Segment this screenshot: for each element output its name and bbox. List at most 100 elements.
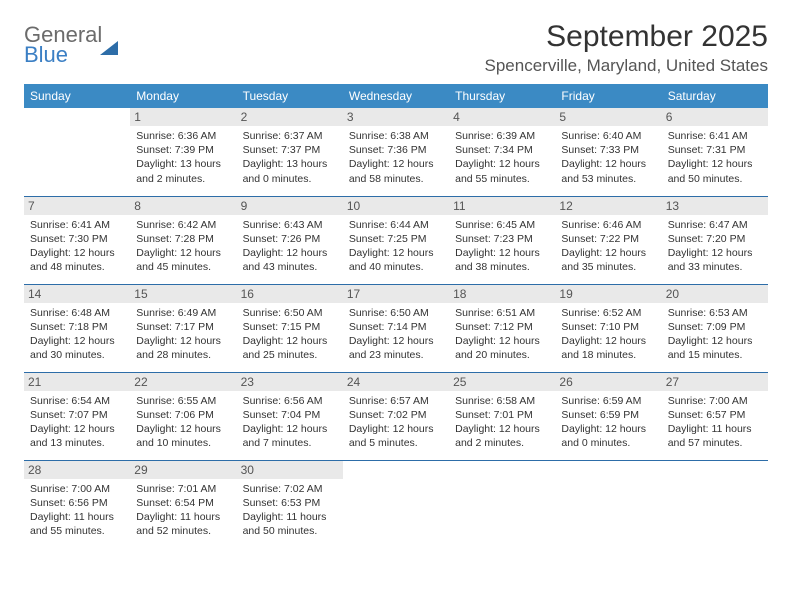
day-number: 15 xyxy=(130,285,236,303)
month-title: September 2025 xyxy=(485,20,768,54)
day-details: Sunrise: 6:58 AMSunset: 7:01 PMDaylight:… xyxy=(455,394,549,451)
day-details: Sunrise: 7:00 AMSunset: 6:57 PMDaylight:… xyxy=(668,394,762,451)
calendar-cell: 23 Sunrise: 6:56 AMSunset: 7:04 PMDayligh… xyxy=(237,372,343,460)
day-details: Sunrise: 6:53 AMSunset: 7:09 PMDaylight:… xyxy=(668,306,762,363)
day-number: 18 xyxy=(449,285,555,303)
day-details: Sunrise: 6:54 AMSunset: 7:07 PMDaylight:… xyxy=(30,394,124,451)
day-details: Sunrise: 6:47 AMSunset: 7:20 PMDaylight:… xyxy=(668,218,762,275)
day-number: 28 xyxy=(24,461,130,479)
day-details: Sunrise: 6:50 AMSunset: 7:15 PMDaylight:… xyxy=(243,306,337,363)
day-number: 14 xyxy=(24,285,130,303)
day-number: 11 xyxy=(449,197,555,215)
day-details: Sunrise: 7:00 AMSunset: 6:56 PMDaylight:… xyxy=(30,482,124,539)
day-number: 6 xyxy=(662,108,768,126)
calendar-cell: 22 Sunrise: 6:55 AMSunset: 7:06 PMDayligh… xyxy=(130,372,236,460)
day-details: Sunrise: 6:51 AMSunset: 7:12 PMDaylight:… xyxy=(455,306,549,363)
calendar-table: SundayMondayTuesdayWednesdayThursdayFrid… xyxy=(24,84,768,548)
title-block: September 2025 Spencerville, Maryland, U… xyxy=(485,20,768,76)
calendar-cell: 2Sunrise: 6:37 AMSunset: 7:37 PMDaylight… xyxy=(237,108,343,196)
logo-text: General Blue xyxy=(24,24,102,66)
calendar-cell xyxy=(662,460,768,548)
day-header: Sunday xyxy=(24,84,130,108)
day-header: Saturday xyxy=(662,84,768,108)
day-number: 26 xyxy=(555,373,661,391)
day-number: 24 xyxy=(343,373,449,391)
calendar-row: 28 Sunrise: 7:00 AMSunset: 6:56 PMDayligh… xyxy=(24,460,768,548)
day-details: Sunrise: 6:59 AMSunset: 6:59 PMDaylight:… xyxy=(561,394,655,451)
day-details: Sunrise: 6:57 AMSunset: 7:02 PMDaylight:… xyxy=(349,394,443,451)
day-details: Sunrise: 6:41 AMSunset: 7:31 PMDaylight:… xyxy=(668,129,762,186)
calendar-cell: 15 Sunrise: 6:49 AMSunset: 7:17 PMDayligh… xyxy=(130,284,236,372)
calendar-cell: 30 Sunrise: 7:02 AMSunset: 6:53 PMDayligh… xyxy=(237,460,343,548)
calendar-cell: 6 Sunrise: 6:41 AMSunset: 7:31 PMDaylight… xyxy=(662,108,768,196)
day-details: Sunrise: 6:44 AMSunset: 7:25 PMDaylight:… xyxy=(349,218,443,275)
day-number: 1 xyxy=(130,108,236,126)
location: Spencerville, Maryland, United States xyxy=(485,56,768,76)
day-number: 8 xyxy=(130,197,236,215)
calendar-cell: 18 Sunrise: 6:51 AMSunset: 7:12 PMDayligh… xyxy=(449,284,555,372)
calendar-cell: 24 Sunrise: 6:57 AMSunset: 7:02 PMDayligh… xyxy=(343,372,449,460)
calendar-cell: 19Sunrise: 6:52 AMSunset: 7:10 PMDayligh… xyxy=(555,284,661,372)
day-details: Sunrise: 6:55 AMSunset: 7:06 PMDaylight:… xyxy=(136,394,230,451)
calendar-cell: 3 Sunrise: 6:38 AMSunset: 7:36 PMDaylight… xyxy=(343,108,449,196)
calendar-cell: 5Sunrise: 6:40 AMSunset: 7:33 PMDaylight… xyxy=(555,108,661,196)
calendar-cell: 21Sunrise: 6:54 AMSunset: 7:07 PMDayligh… xyxy=(24,372,130,460)
day-number: 19 xyxy=(555,285,661,303)
day-details: Sunrise: 7:01 AMSunset: 6:54 PMDaylight:… xyxy=(136,482,230,539)
calendar-body: 1 Sunrise: 6:36 AMSunset: 7:39 PMDaylight… xyxy=(24,108,768,548)
day-details: Sunrise: 6:36 AMSunset: 7:39 PMDaylight:… xyxy=(136,129,230,186)
day-number: 23 xyxy=(237,373,343,391)
day-number: 4 xyxy=(449,108,555,126)
logo-line2: Blue xyxy=(24,44,102,66)
calendar-cell: 29 Sunrise: 7:01 AMSunset: 6:54 PMDayligh… xyxy=(130,460,236,548)
day-details: Sunrise: 7:02 AMSunset: 6:53 PMDaylight:… xyxy=(243,482,337,539)
day-header: Tuesday xyxy=(237,84,343,108)
day-details: Sunrise: 6:56 AMSunset: 7:04 PMDaylight:… xyxy=(243,394,337,451)
day-number: 27 xyxy=(662,373,768,391)
day-number: 3 xyxy=(343,108,449,126)
day-details: Sunrise: 6:41 AMSunset: 7:30 PMDaylight:… xyxy=(30,218,124,275)
calendar-cell: 14 Sunrise: 6:48 AMSunset: 7:18 PMDayligh… xyxy=(24,284,130,372)
calendar-row: 1 Sunrise: 6:36 AMSunset: 7:39 PMDaylight… xyxy=(24,108,768,196)
day-header: Monday xyxy=(130,84,236,108)
calendar-cell: 7Sunrise: 6:41 AMSunset: 7:30 PMDaylight… xyxy=(24,196,130,284)
day-number: 20 xyxy=(662,285,768,303)
day-details: Sunrise: 6:48 AMSunset: 7:18 PMDaylight:… xyxy=(30,306,124,363)
calendar-cell: 4 Sunrise: 6:39 AMSunset: 7:34 PMDaylight… xyxy=(449,108,555,196)
calendar-cell: 28 Sunrise: 7:00 AMSunset: 6:56 PMDayligh… xyxy=(24,460,130,548)
day-details: Sunrise: 6:45 AMSunset: 7:23 PMDaylight:… xyxy=(455,218,549,275)
calendar-cell: 1 Sunrise: 6:36 AMSunset: 7:39 PMDaylight… xyxy=(130,108,236,196)
calendar-cell xyxy=(343,460,449,548)
day-number: 30 xyxy=(237,461,343,479)
day-header: Friday xyxy=(555,84,661,108)
day-number: 13 xyxy=(662,197,768,215)
calendar-cell: 16Sunrise: 6:50 AMSunset: 7:15 PMDayligh… xyxy=(237,284,343,372)
calendar-row: 14 Sunrise: 6:48 AMSunset: 7:18 PMDayligh… xyxy=(24,284,768,372)
calendar-cell: 9 Sunrise: 6:43 AMSunset: 7:26 PMDaylight… xyxy=(237,196,343,284)
day-number: 9 xyxy=(237,197,343,215)
calendar-cell: 13 Sunrise: 6:47 AMSunset: 7:20 PMDayligh… xyxy=(662,196,768,284)
day-details: Sunrise: 6:40 AMSunset: 7:33 PMDaylight:… xyxy=(561,129,655,186)
day-header: Wednesday xyxy=(343,84,449,108)
day-details: Sunrise: 6:42 AMSunset: 7:28 PMDaylight:… xyxy=(136,218,230,275)
day-header: Thursday xyxy=(449,84,555,108)
day-details: Sunrise: 6:39 AMSunset: 7:34 PMDaylight:… xyxy=(455,129,549,186)
calendar-cell: 27 Sunrise: 7:00 AMSunset: 6:57 PMDayligh… xyxy=(662,372,768,460)
calendar-cell xyxy=(555,460,661,548)
day-number: 10 xyxy=(343,197,449,215)
day-details: Sunrise: 6:46 AMSunset: 7:22 PMDaylight:… xyxy=(561,218,655,275)
calendar-cell: 12 Sunrise: 6:46 AMSunset: 7:22 PMDayligh… xyxy=(555,196,661,284)
day-number: 22 xyxy=(130,373,236,391)
day-details: Sunrise: 6:37 AMSunset: 7:37 PMDaylight:… xyxy=(243,129,337,186)
day-number: 12 xyxy=(555,197,661,215)
calendar-cell xyxy=(449,460,555,548)
day-details: Sunrise: 6:49 AMSunset: 7:17 PMDaylight:… xyxy=(136,306,230,363)
sail-icon xyxy=(100,41,118,55)
calendar-cell: 11 Sunrise: 6:45 AMSunset: 7:23 PMDayligh… xyxy=(449,196,555,284)
day-number: 17 xyxy=(343,285,449,303)
day-details: Sunrise: 6:38 AMSunset: 7:36 PMDaylight:… xyxy=(349,129,443,186)
calendar-cell: 26 Sunrise: 6:59 AMSunset: 6:59 PMDayligh… xyxy=(555,372,661,460)
day-details: Sunrise: 6:43 AMSunset: 7:26 PMDaylight:… xyxy=(243,218,337,275)
calendar-row: 7Sunrise: 6:41 AMSunset: 7:30 PMDaylight… xyxy=(24,196,768,284)
day-number: 29 xyxy=(130,461,236,479)
